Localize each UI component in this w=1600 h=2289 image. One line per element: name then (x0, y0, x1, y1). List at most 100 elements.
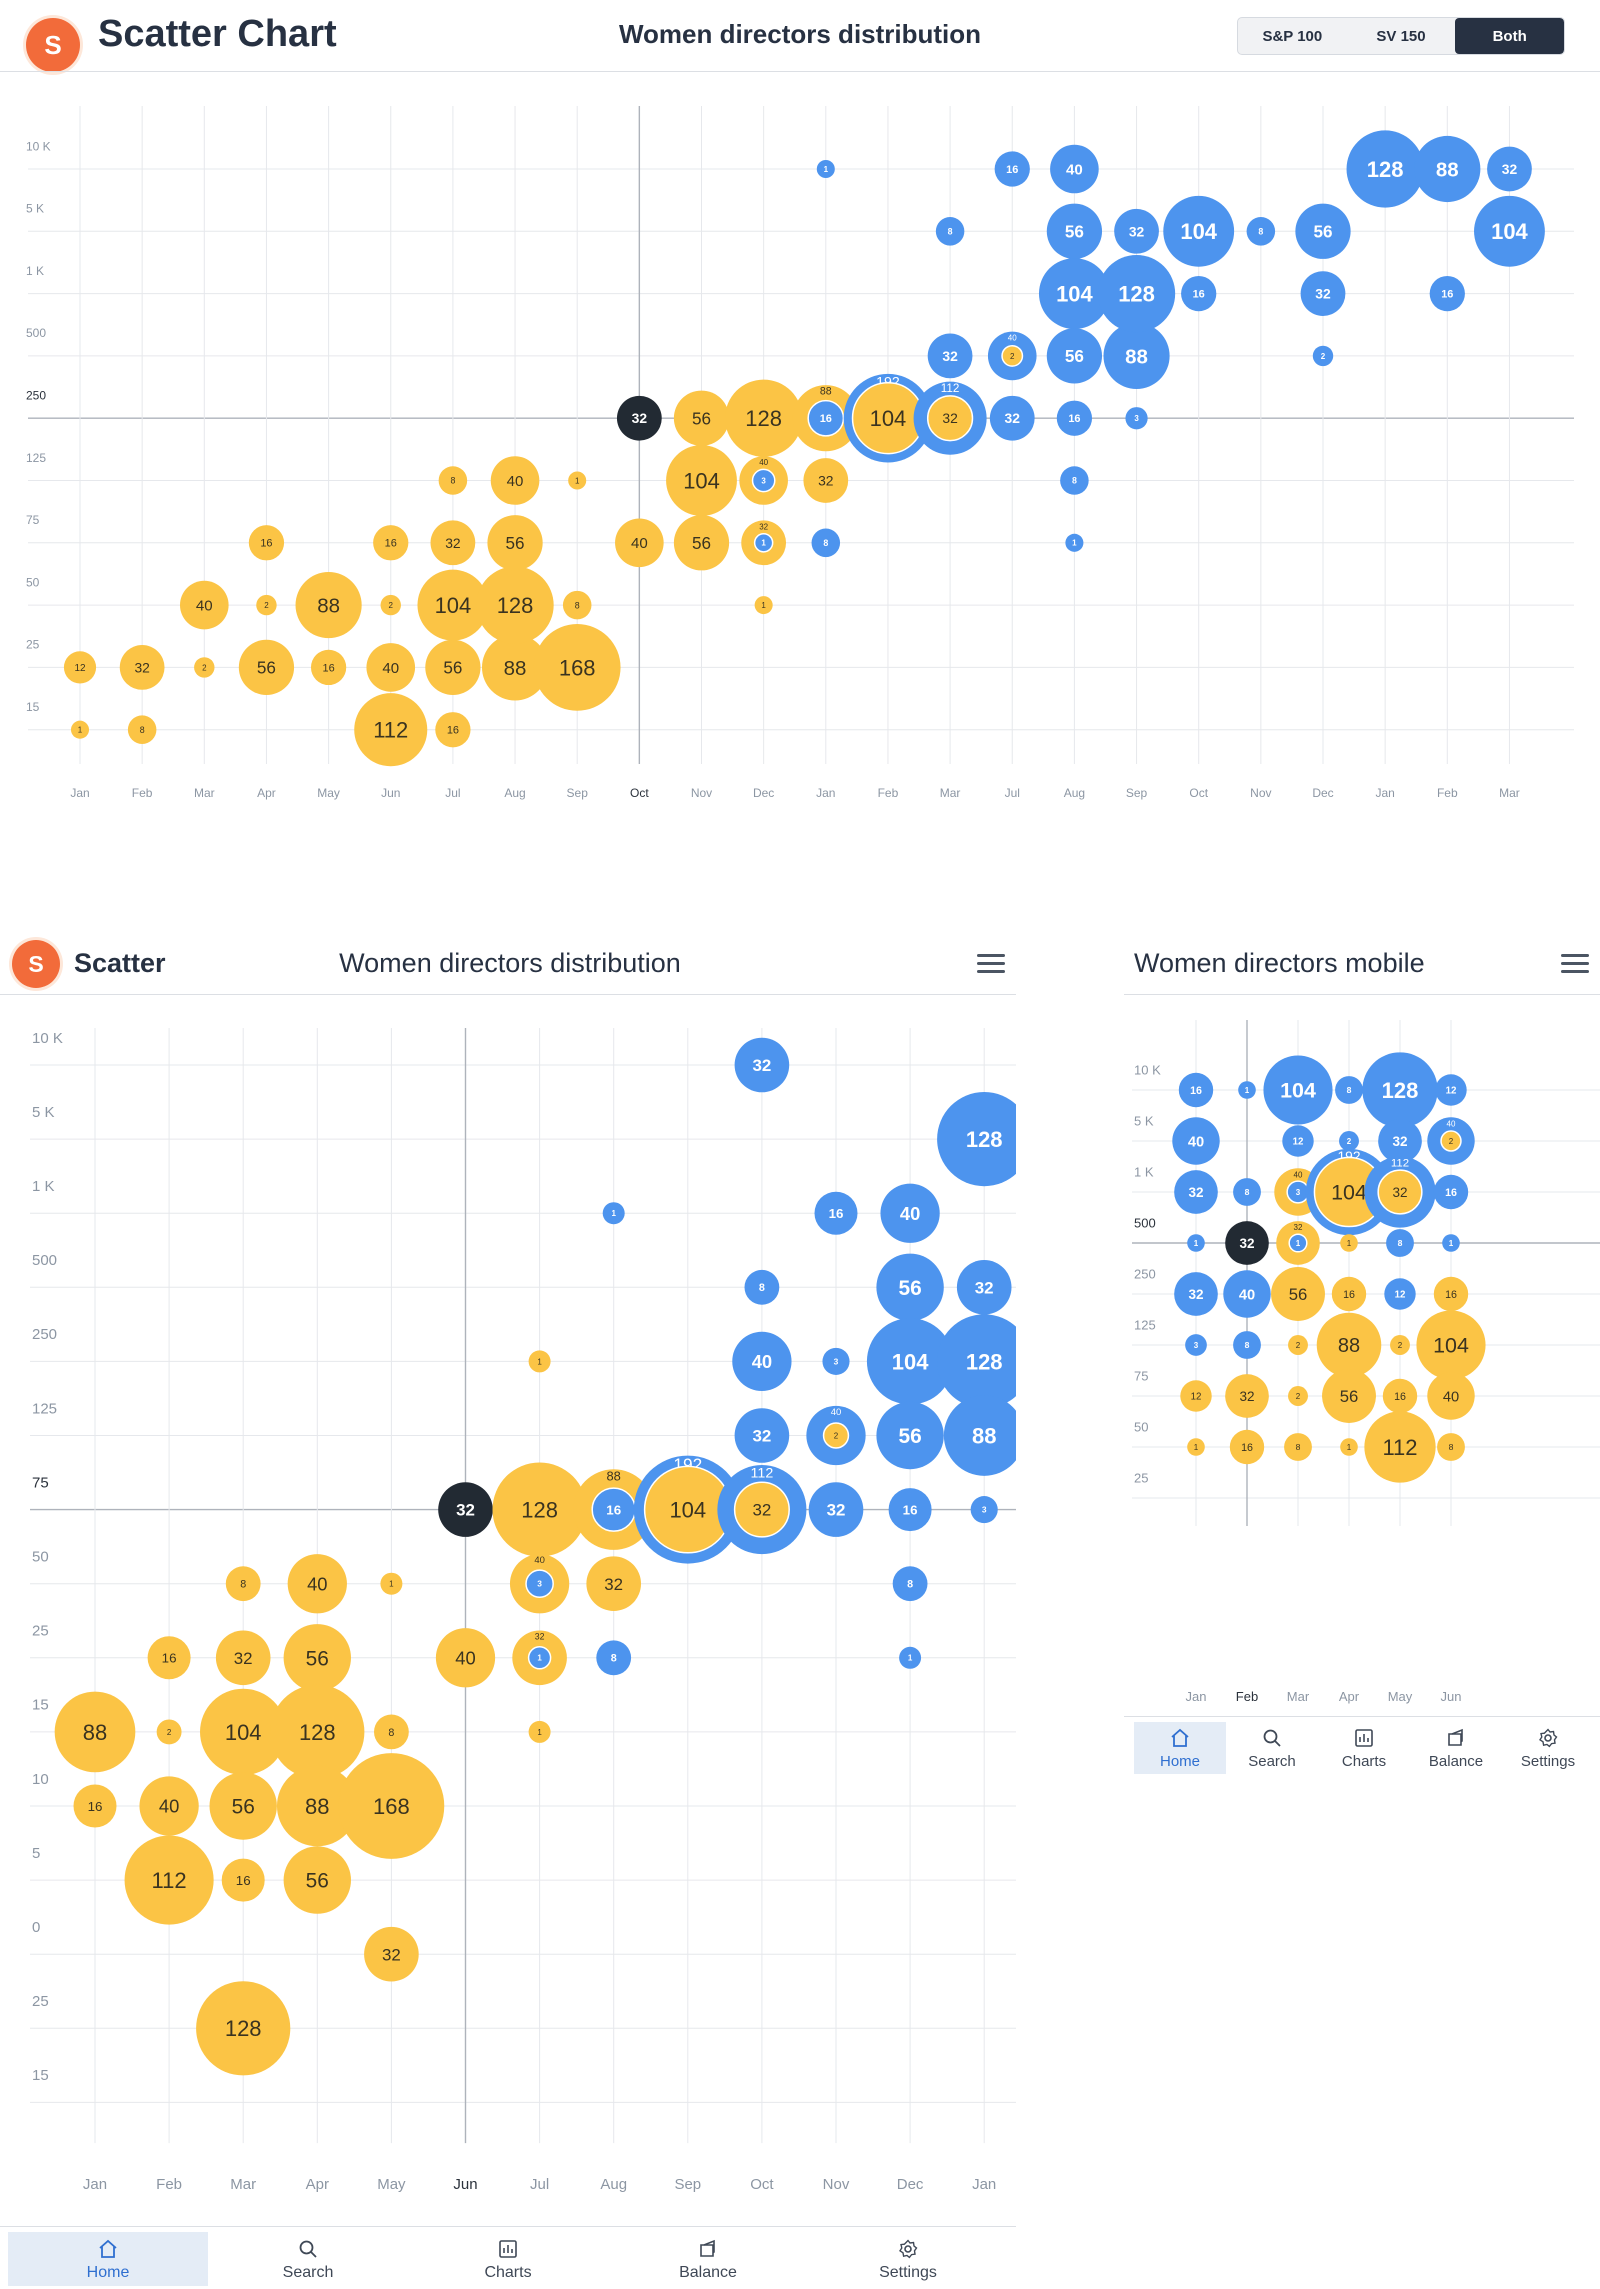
bubble[interactable]: 8 (225, 1566, 261, 1602)
tab-balance[interactable]: Balance (608, 2232, 808, 2286)
tab-home[interactable]: Home (8, 2232, 208, 2286)
bubble[interactable]: 16 (1433, 1174, 1469, 1210)
bubble[interactable]: 8 (1233, 1331, 1261, 1359)
bubble[interactable]: 2 (256, 594, 277, 616)
bubble[interactable]: 1 (1187, 1234, 1205, 1252)
bubble[interactable]: 112 32 (913, 381, 987, 455)
bubble[interactable]: 32 1 (741, 520, 787, 566)
bubble[interactable]: 88 (1414, 135, 1481, 203)
bubble[interactable]: 40 (1050, 144, 1099, 194)
bubble[interactable]: 104 (666, 445, 737, 516)
bubble[interactable]: 40 2 (806, 1405, 866, 1466)
bubble[interactable]: 12 (1435, 1074, 1467, 1106)
bubble[interactable]: 32 (616, 395, 662, 441)
bubble[interactable]: 1 (1065, 533, 1084, 552)
bubble[interactable]: 32 (808, 1482, 864, 1537)
bubble[interactable]: 40 (1427, 1372, 1475, 1420)
bubble[interactable]: 8 (562, 590, 592, 620)
bubble[interactable]: 128 (1097, 254, 1176, 333)
bubble[interactable]: 8 (438, 466, 468, 495)
bubble[interactable]: 1 (1442, 1234, 1460, 1252)
bubble[interactable]: 32 (430, 520, 476, 566)
bubble[interactable]: 1 (754, 596, 773, 615)
bubble[interactable]: 128 (196, 1981, 291, 2076)
bubble[interactable]: 3 (1125, 407, 1148, 430)
bubble[interactable]: 1 (528, 1720, 551, 1743)
bubble[interactable]: 32 (734, 1037, 790, 1093)
bubble[interactable]: 2 (1339, 1131, 1359, 1151)
tab-balance[interactable]: Balance (1410, 1722, 1502, 1774)
bubble[interactable]: 32 (119, 645, 165, 690)
bubble[interactable]: 128 (270, 1684, 365, 1779)
bubble[interactable]: 32 1 (1276, 1221, 1320, 1265)
bubble[interactable]: 16 (1433, 1276, 1469, 1312)
bubble[interactable]: 56 (1322, 1369, 1376, 1423)
bubble[interactable]: 16 (814, 1191, 858, 1235)
bubble[interactable]: 128 (937, 1092, 1016, 1187)
bubble[interactable]: 2 (1288, 1335, 1308, 1355)
bubble[interactable]: 40 (490, 456, 540, 505)
bubble[interactable]: 104 (1163, 195, 1235, 267)
bubble[interactable]: 32 (364, 1926, 419, 1982)
bubble[interactable]: 32 (586, 1556, 641, 1611)
bubble[interactable]: 12 (1282, 1125, 1314, 1157)
bubble[interactable]: 56 (209, 1772, 277, 1840)
bubble[interactable]: 8 (744, 1269, 780, 1305)
bubble[interactable]: 40 (615, 518, 664, 568)
segment-both[interactable]: Both (1455, 18, 1564, 54)
bubble[interactable]: 88 (1103, 322, 1170, 389)
bubble[interactable]: 40 (287, 1554, 347, 1614)
bubble[interactable]: 16 (147, 1636, 191, 1680)
tab-settings[interactable]: Settings (808, 2232, 1008, 2286)
bubble[interactable]: 104 (200, 1688, 287, 1776)
bubble[interactable]: 56 (876, 1253, 944, 1321)
bubble[interactable]: 8 (127, 715, 157, 744)
bubble[interactable]: 1 (899, 1646, 922, 1669)
segment-sp100[interactable]: S&P 100 (1262, 27, 1323, 45)
bubble[interactable]: 1 (568, 471, 587, 490)
bubble[interactable]: 40 3 (739, 456, 788, 505)
dataset-toggle[interactable]: S&P 100 SV 150 Both (1237, 17, 1565, 55)
bubble[interactable]: 128 (492, 1462, 587, 1557)
bubble[interactable]: 12 (1384, 1278, 1416, 1310)
bubble[interactable]: 32 (1378, 1119, 1422, 1163)
bubble[interactable]: 32 (215, 1630, 271, 1686)
bubble[interactable]: 56 (1046, 328, 1103, 384)
bubble[interactable]: 16 (1382, 1378, 1418, 1414)
bubble[interactable]: 8 (892, 1566, 928, 1602)
mobile-menu-icon[interactable] (1561, 954, 1589, 974)
bubble[interactable]: 56 (876, 1401, 944, 1470)
bubble[interactable]: 32 (927, 333, 973, 379)
bubble[interactable]: 40 3 (509, 1554, 570, 1614)
bubble[interactable]: 128 (1346, 130, 1424, 208)
bubble[interactable]: 16 (1056, 400, 1093, 436)
bubble[interactable]: 40 (1223, 1270, 1271, 1318)
bubble[interactable]: 104 (1263, 1055, 1333, 1125)
bubble[interactable]: 40 (139, 1776, 199, 1836)
bubble[interactable]: 32 (438, 1482, 493, 1537)
bubble[interactable]: 40 (435, 1628, 496, 1688)
bubble[interactable]: 8 (1246, 217, 1276, 246)
bubble[interactable]: 32 (734, 1408, 790, 1463)
bubble[interactable]: 32 (1225, 1374, 1269, 1418)
bubble[interactable]: 16 (1331, 1276, 1367, 1312)
bubble[interactable]: 40 (179, 580, 229, 630)
bubble[interactable]: 32 (1114, 208, 1159, 254)
bubble[interactable]: 1 (1340, 1438, 1358, 1456)
bubble[interactable]: 16 (435, 712, 471, 748)
bubble[interactable]: 104 (1416, 1310, 1486, 1380)
bubble[interactable]: 3 (1185, 1334, 1207, 1356)
bubble[interactable]: 1 (1238, 1081, 1256, 1099)
bubble[interactable]: 88 16 (573, 1469, 655, 1550)
bubble[interactable]: 16 (1229, 1429, 1265, 1465)
bubble[interactable]: 56 (238, 639, 295, 696)
bubble[interactable]: 56 (673, 515, 730, 571)
bubble[interactable]: 88 (276, 1765, 358, 1847)
bubble[interactable]: 32 (956, 1260, 1012, 1315)
bubble[interactable]: 12 (1180, 1380, 1212, 1412)
bubble[interactable]: 16 (1429, 275, 1465, 312)
bubble[interactable]: 8 (935, 217, 965, 246)
bubble[interactable]: 1 (1340, 1234, 1358, 1252)
bubble[interactable]: 128 (1362, 1052, 1438, 1128)
bubble[interactable]: 2 (380, 594, 401, 616)
